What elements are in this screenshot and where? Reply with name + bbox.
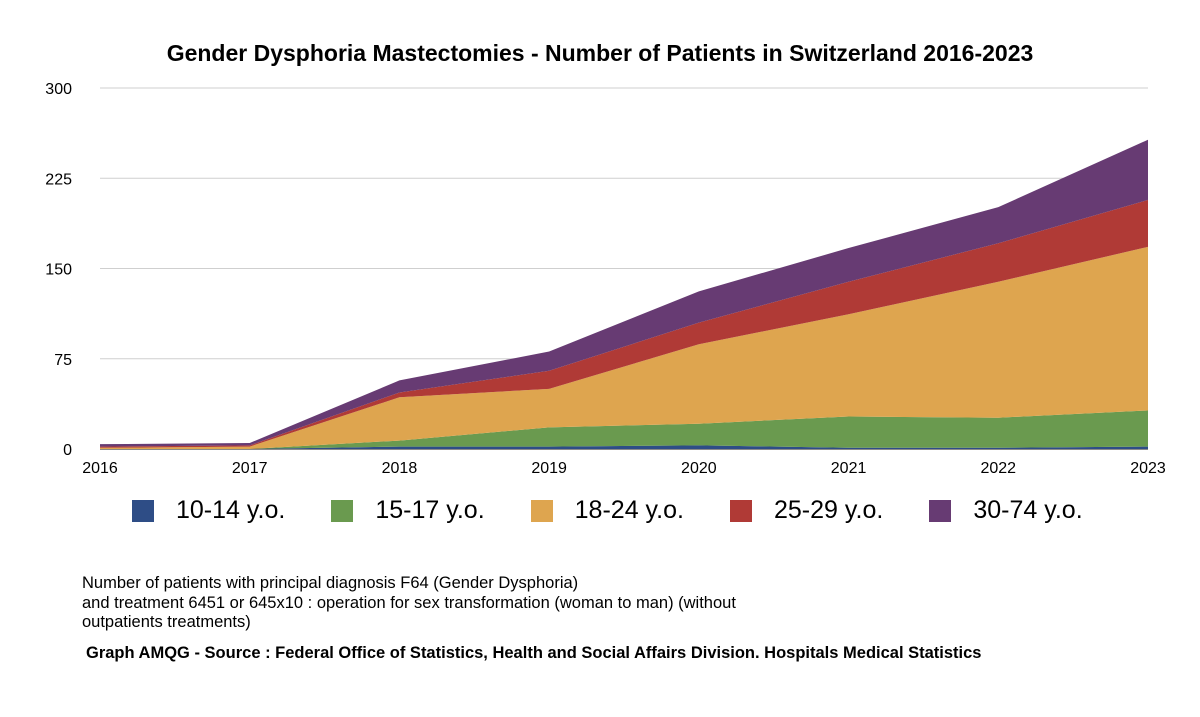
footnote: Number of patients with principal diagno… [82,574,802,633]
legend-swatch [331,499,354,522]
source-credit: Graph AMQG - Source : Federal Office of … [86,644,982,662]
legend-item: 15-17 y.o. [331,496,485,525]
x-tick-label: 2022 [980,460,1016,477]
x-tick-label: 2018 [382,460,418,477]
legend-item: 10-14 y.o. [132,496,285,525]
x-tick-label: 2017 [232,460,268,477]
legend-label: 25-29 y.o. [773,496,884,524]
legend-label: 18-24 y.o. [574,496,684,524]
series-area-15-17-y-o- [100,410,1148,449]
legend: 10-14 y.o. 15-17 y.o. 18-24 y.o. 25-29 y.o.… [132,496,1129,525]
y-tick-label: 0 [63,442,72,459]
series-area-10-14-y-o- [100,445,1148,449]
legend-item: 25-29 y.o. [729,496,884,525]
y-tick-labels: 0 75 150 225 300 [45,81,72,459]
series-areas [100,139,1148,449]
y-tick-label: 300 [45,81,72,98]
y-tick-label: 150 [45,262,72,279]
legend-swatch [929,499,952,522]
x-tick-labels: 2016 2017 2018 2019 2020 2021 2022 2023 [82,460,1166,477]
x-tick-label: 2021 [831,460,867,477]
footnote-line-1: Number of patients with principal diagno… [82,574,579,592]
series-area-18-24-y-o- [100,246,1148,449]
y-tick-label: 225 [45,171,72,188]
legend-swatch [729,499,752,522]
x-tick-label: 2016 [82,460,118,477]
legend-swatch [530,499,553,522]
x-tick-label: 2020 [681,460,717,477]
legend-label: 30-74 y.o. [973,496,1083,524]
legend-label: 10-14 y.o. [176,496,286,524]
y-tick-label: 75 [54,352,72,369]
legend-item: 30-74 y.o. [929,496,1083,525]
footnote-line-2: and treatment 6451 or 645x10 : operation… [82,593,736,632]
x-tick-label: 2023 [1130,460,1166,477]
legend-label: 15-17 y.o. [375,496,485,524]
chart-title: Gender Dysphoria Mastectomies - Number o… [166,40,1034,66]
legend-item: 18-24 y.o. [530,496,684,525]
x-tick-label: 2019 [531,460,567,477]
legend-swatch [132,499,154,522]
